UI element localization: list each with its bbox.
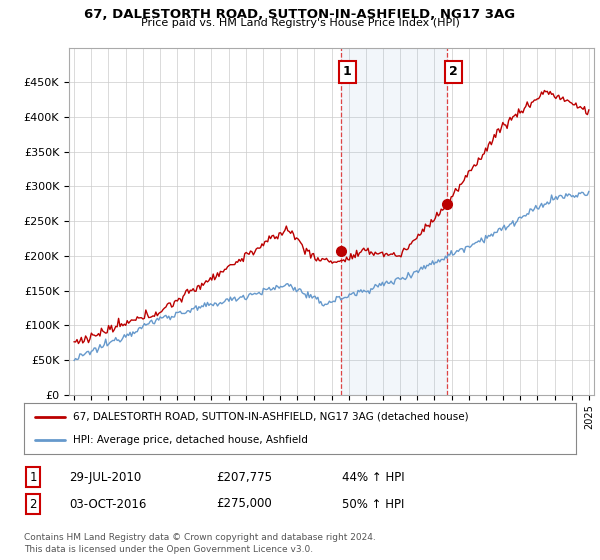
Text: Price paid vs. HM Land Registry's House Price Index (HPI): Price paid vs. HM Land Registry's House … — [140, 18, 460, 29]
Text: HPI: Average price, detached house, Ashfield: HPI: Average price, detached house, Ashf… — [73, 435, 307, 445]
Text: 67, DALESTORTH ROAD, SUTTON-IN-ASHFIELD, NG17 3AG (detached house): 67, DALESTORTH ROAD, SUTTON-IN-ASHFIELD,… — [73, 412, 468, 422]
Text: 2: 2 — [449, 66, 458, 78]
Text: 1: 1 — [343, 66, 352, 78]
Bar — [341, 48, 448, 395]
Text: 44% ↑ HPI: 44% ↑ HPI — [342, 470, 404, 484]
Text: 2: 2 — [29, 497, 37, 511]
Text: 29-JUL-2010: 29-JUL-2010 — [69, 470, 141, 484]
Text: 50% ↑ HPI: 50% ↑ HPI — [342, 497, 404, 511]
Text: 67, DALESTORTH ROAD, SUTTON-IN-ASHFIELD, NG17 3AG: 67, DALESTORTH ROAD, SUTTON-IN-ASHFIELD,… — [85, 8, 515, 21]
Text: £207,775: £207,775 — [216, 470, 272, 484]
Text: 03-OCT-2016: 03-OCT-2016 — [69, 497, 146, 511]
Text: Contains HM Land Registry data © Crown copyright and database right 2024.
This d: Contains HM Land Registry data © Crown c… — [24, 533, 376, 554]
Text: 1: 1 — [29, 470, 37, 484]
Text: £275,000: £275,000 — [216, 497, 272, 511]
